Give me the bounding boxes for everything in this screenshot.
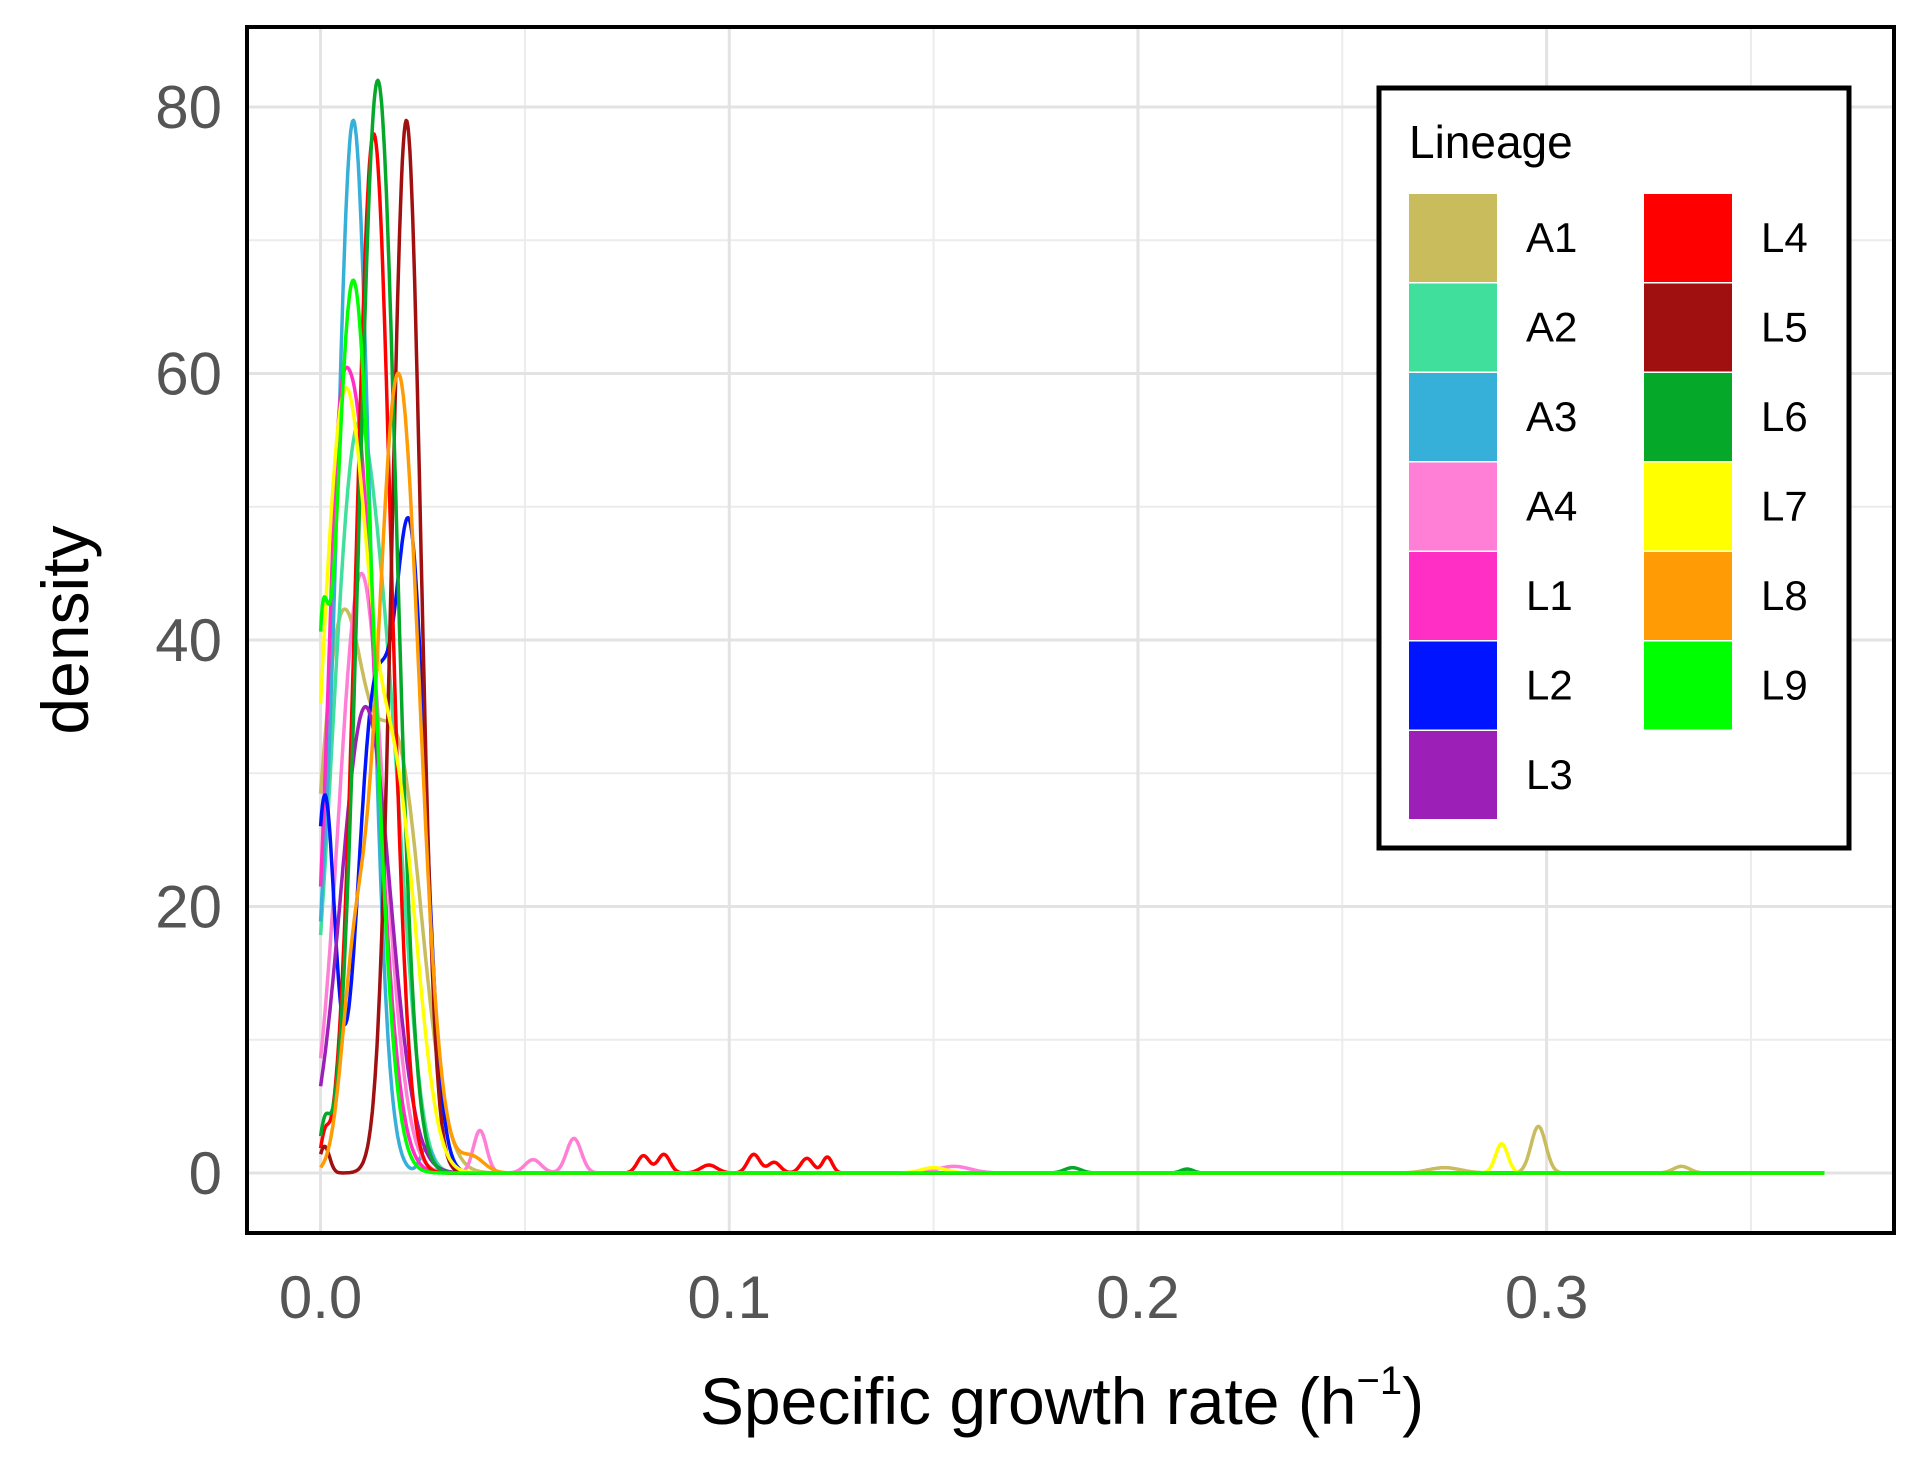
- x-tick-label: 0.1: [688, 1264, 771, 1331]
- legend-key-a3: [1409, 373, 1497, 461]
- y-axis-title: density: [28, 525, 102, 734]
- legend-key-l7: [1644, 462, 1732, 551]
- y-axis-tick-labels: 0 20 40 60 80: [155, 74, 222, 1207]
- legend-label-l2: L2: [1526, 662, 1573, 709]
- x-axis-title-superscript: −1: [1357, 1359, 1403, 1403]
- legend: Lineage A1 A2 A3 A4 L1 L2 L3 L4 L5 L6 L7 L8 L9: [1376, 85, 1852, 851]
- legend-key-a4: [1409, 462, 1497, 551]
- legend-label-l7: L7: [1761, 483, 1808, 530]
- legend-label-l3: L3: [1526, 751, 1573, 798]
- x-tick-label: 0.2: [1096, 1264, 1179, 1331]
- y-tick-label: 40: [155, 607, 222, 674]
- legend-label-l8: L8: [1761, 572, 1808, 619]
- legend-label-a3: A3: [1526, 393, 1577, 440]
- legend-key-l5: [1644, 283, 1732, 372]
- legend-key-l4: [1644, 194, 1732, 282]
- y-tick-label: 60: [155, 340, 222, 407]
- legend-label-l1: L1: [1526, 572, 1573, 619]
- density-series: [318, 78, 1826, 1175]
- x-axis-tick-labels: 0.0 0.1 0.2 0.3: [279, 1264, 1588, 1331]
- x-axis-title: Specific growth rate (h−1): [700, 1359, 1424, 1438]
- plot-panel-border: [245, 25, 1896, 1235]
- legend-label-a1: A1: [1526, 214, 1577, 261]
- legend-label-l5: L5: [1761, 304, 1808, 351]
- legend-label-l4: L4: [1761, 214, 1808, 261]
- legend-label-l6: L6: [1761, 393, 1808, 440]
- x-axis-title-close: ): [1402, 1364, 1424, 1438]
- y-tick-label: 0: [189, 1140, 222, 1207]
- legend-key-l6: [1644, 373, 1732, 461]
- legend-key-a1: [1409, 194, 1497, 282]
- legend-label-a4: A4: [1526, 483, 1577, 530]
- y-tick-label: 20: [155, 874, 222, 941]
- y-tick-label: 80: [155, 74, 222, 141]
- x-tick-label: 0.0: [279, 1264, 362, 1331]
- legend-title: Lineage: [1409, 116, 1573, 168]
- legend-key-l2: [1409, 641, 1497, 730]
- x-axis-title-main: Specific growth rate (h: [700, 1364, 1357, 1438]
- legend-label-a2: A2: [1526, 304, 1577, 351]
- legend-key-l3: [1409, 731, 1497, 819]
- density-line-l9: [318, 278, 1826, 1175]
- legend-key-l8: [1644, 552, 1732, 640]
- legend-key-l9: [1644, 641, 1732, 730]
- legend-label-l9: L9: [1761, 662, 1808, 709]
- legend-key-a2: [1409, 283, 1497, 372]
- x-tick-label: 0.3: [1505, 1264, 1588, 1331]
- legend-key-l1: [1409, 552, 1497, 640]
- legend-items: A1 A2 A3 A4 L1 L2 L3 L4 L5 L6 L7 L8 L9: [1409, 194, 1808, 819]
